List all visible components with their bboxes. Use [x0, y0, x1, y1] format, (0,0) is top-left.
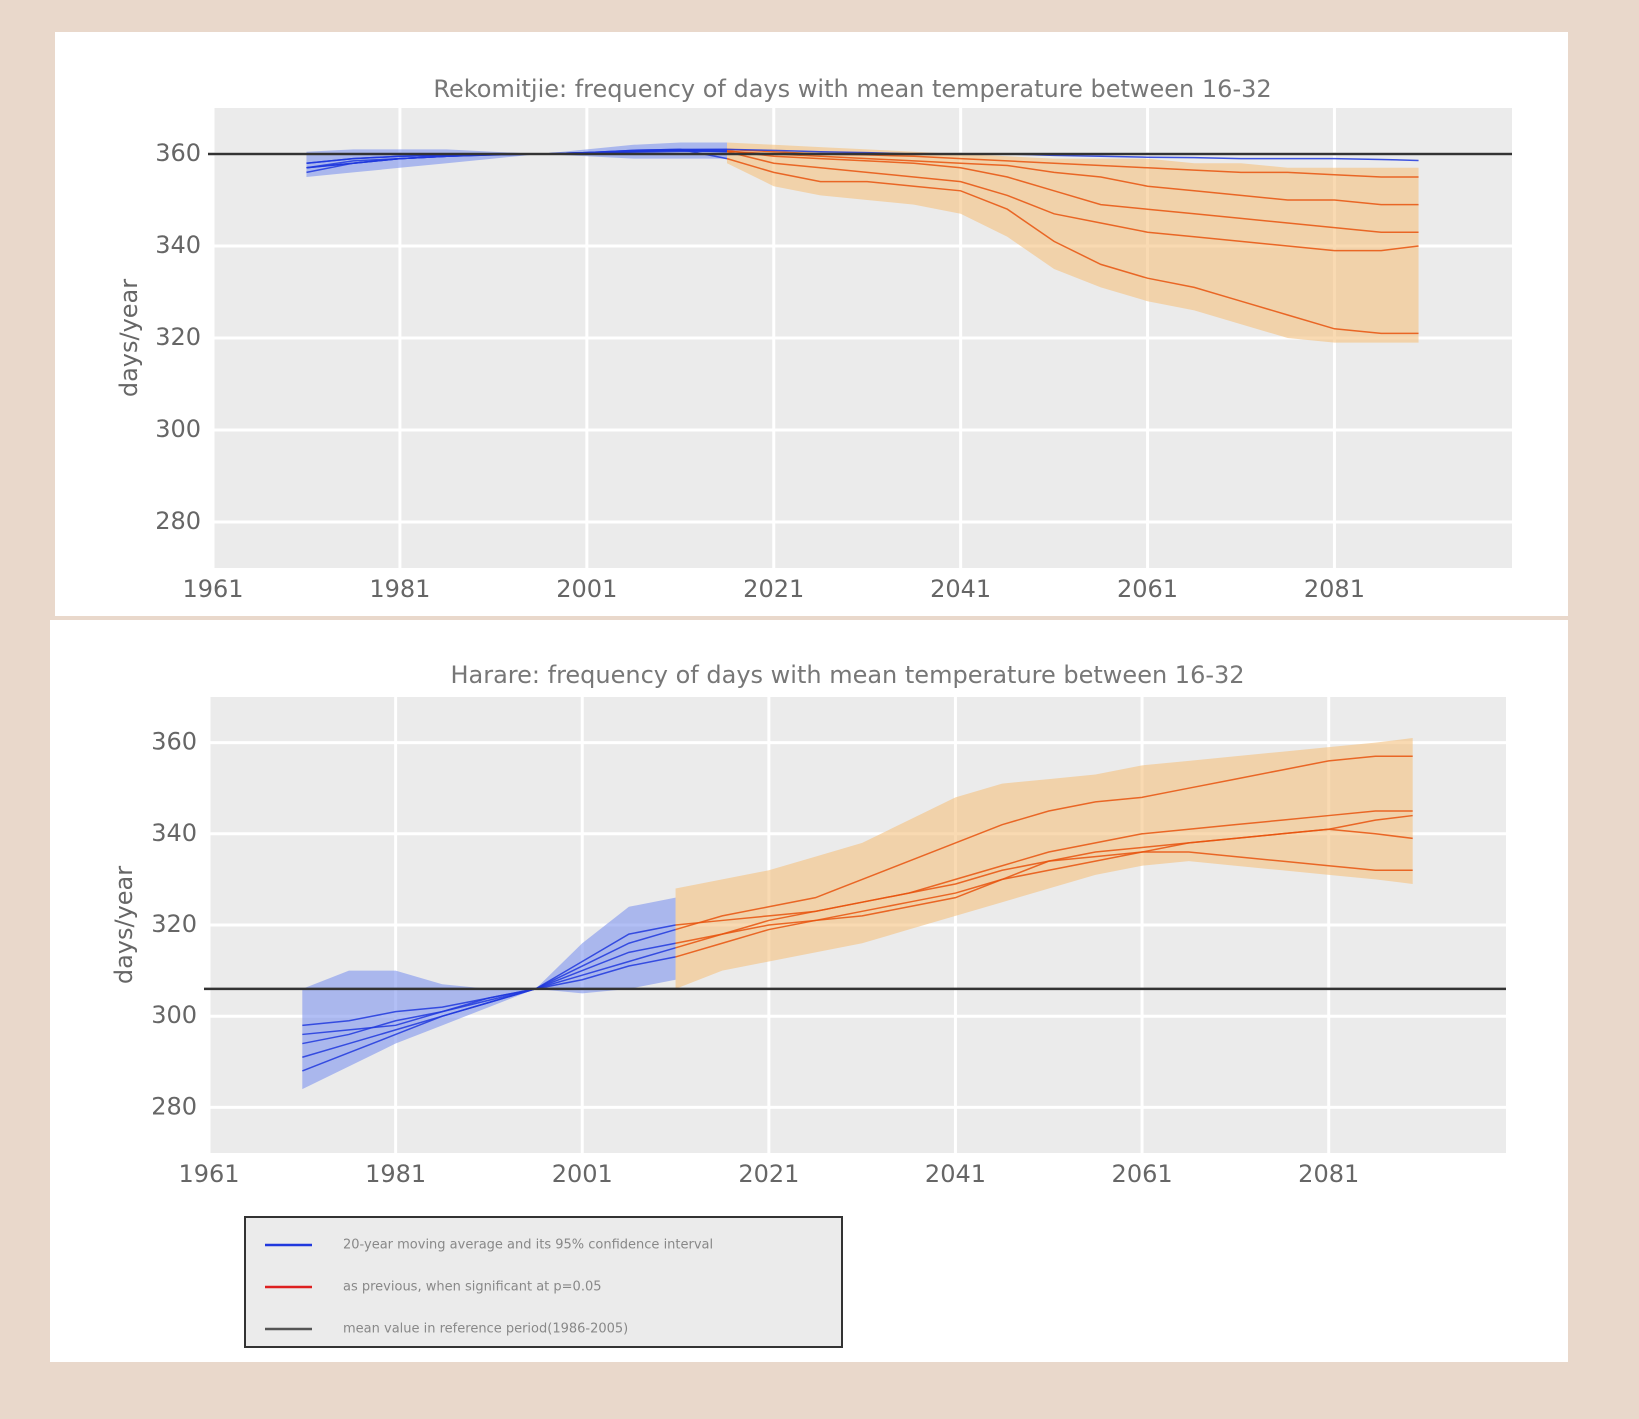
x-tick-label: 2081 [1298, 1160, 1359, 1188]
series-line [675, 810, 1413, 926]
x-tick-label: 2061 [1117, 575, 1178, 603]
y-tick-label: 320 [151, 910, 197, 938]
legend-label: as previous, when significant at p=0.05 [343, 1280, 602, 1295]
x-tick-label: 2061 [1112, 1160, 1173, 1188]
series-line [726, 150, 1419, 206]
x-tick-label: 1961 [182, 575, 243, 603]
y-tick-label: 360 [155, 139, 201, 167]
y-tick-label: 300 [151, 1001, 197, 1029]
series-line [302, 956, 676, 1027]
series-line [726, 157, 1419, 335]
series-line [726, 150, 1419, 233]
y-tick-label: 340 [155, 231, 201, 259]
y-tick-label: 360 [151, 728, 197, 756]
x-tick-label: 1961 [178, 1160, 239, 1188]
confidence-band [726, 142, 1419, 343]
series-line [675, 828, 1413, 958]
x-tick-label: 2041 [930, 575, 991, 603]
y-tick-label: 300 [155, 415, 201, 443]
series-line [302, 942, 676, 1036]
x-tick-label: 2081 [1304, 575, 1365, 603]
series-line [302, 947, 676, 1072]
x-tick-label: 2001 [552, 1160, 613, 1188]
y-tick-label: 340 [151, 819, 197, 847]
chart-title: Harare: frequency of days with mean temp… [450, 661, 1244, 689]
y-tick-label: 280 [155, 507, 201, 535]
y-tick-label: 280 [151, 1092, 197, 1120]
x-tick-label: 1981 [365, 1160, 426, 1188]
y-tick-label: 320 [155, 323, 201, 351]
legend-label: 20-year moving average and its 95% confi… [343, 1238, 713, 1253]
x-tick-label: 2021 [743, 575, 804, 603]
y-axis-label: days/year [115, 279, 143, 397]
x-tick-label: 2001 [556, 575, 617, 603]
chart-title: Rekomitjie: frequency of days with mean … [433, 75, 1271, 103]
y-axis-label: days/year [110, 866, 138, 984]
series-line [726, 150, 1419, 252]
series-line [675, 851, 1413, 949]
x-tick-label: 1981 [369, 575, 430, 603]
x-tick-label: 2041 [925, 1160, 986, 1188]
legend-label: mean value in reference period(1986-2005… [343, 1322, 628, 1337]
x-tick-label: 2021 [738, 1160, 799, 1188]
series-line [675, 755, 1413, 931]
legend-box [244, 1216, 843, 1348]
confidence-band [302, 897, 676, 1090]
